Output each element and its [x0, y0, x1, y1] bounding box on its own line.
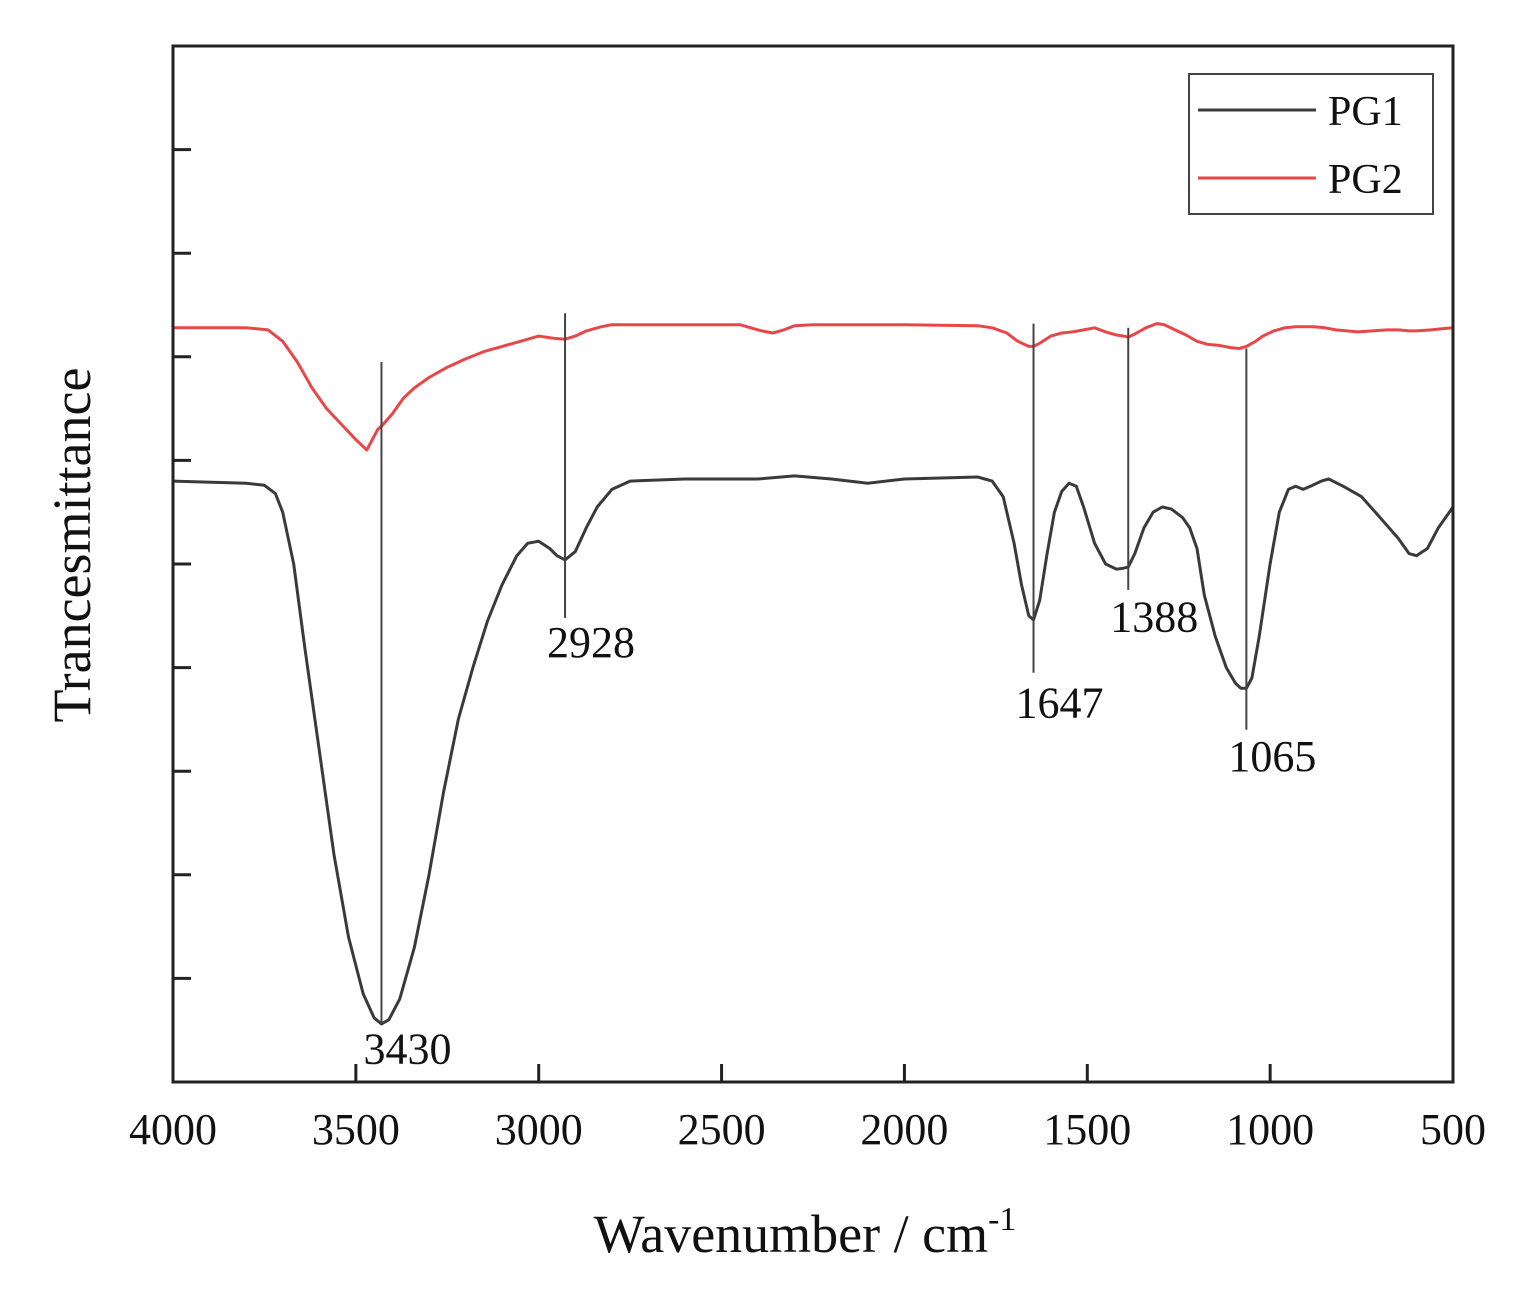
- series-line-pg2: [173, 322, 1454, 452]
- legend-box: [1188, 73, 1434, 215]
- x-tick-label-3500: 3500: [312, 1105, 400, 1154]
- peak-label-3430: 3430: [363, 1024, 451, 1073]
- legend-label-pg1: PG1: [1328, 89, 1403, 135]
- y-axis-ticks: [173, 148, 191, 980]
- legend-label-pg2: PG2: [1328, 157, 1403, 203]
- x-tick-label-2500: 2500: [678, 1105, 766, 1154]
- x-tick-label-3000: 3000: [495, 1105, 583, 1154]
- legend: PG1 PG2: [1188, 73, 1434, 215]
- peak-label-1388: 1388: [1110, 592, 1198, 641]
- y-axis-title: Trancesmittance: [42, 368, 102, 723]
- peak-label-1065: 1065: [1228, 732, 1316, 781]
- x-tick-label-4000: 4000: [129, 1105, 217, 1154]
- peak-label-1647: 1647: [1016, 678, 1104, 727]
- x-axis-title-main: Wavenumber / cm: [594, 1204, 989, 1264]
- x-axis-title: Wavenumber / cm-1: [594, 1201, 1017, 1264]
- x-tick-label-500: 500: [1420, 1105, 1486, 1154]
- x-axis-title-superscript: -1: [988, 1201, 1016, 1238]
- peak-label-2928: 2928: [547, 618, 635, 667]
- x-tick-label-1500: 1500: [1043, 1105, 1131, 1154]
- plot-frame: [171, 44, 1455, 1084]
- x-axis-tick-labels: 4000 3500 3000 2500 2000 1500 1000 500: [129, 1105, 1486, 1154]
- x-tick-label-1000: 1000: [1226, 1105, 1314, 1154]
- x-tick-label-2000: 2000: [860, 1105, 948, 1154]
